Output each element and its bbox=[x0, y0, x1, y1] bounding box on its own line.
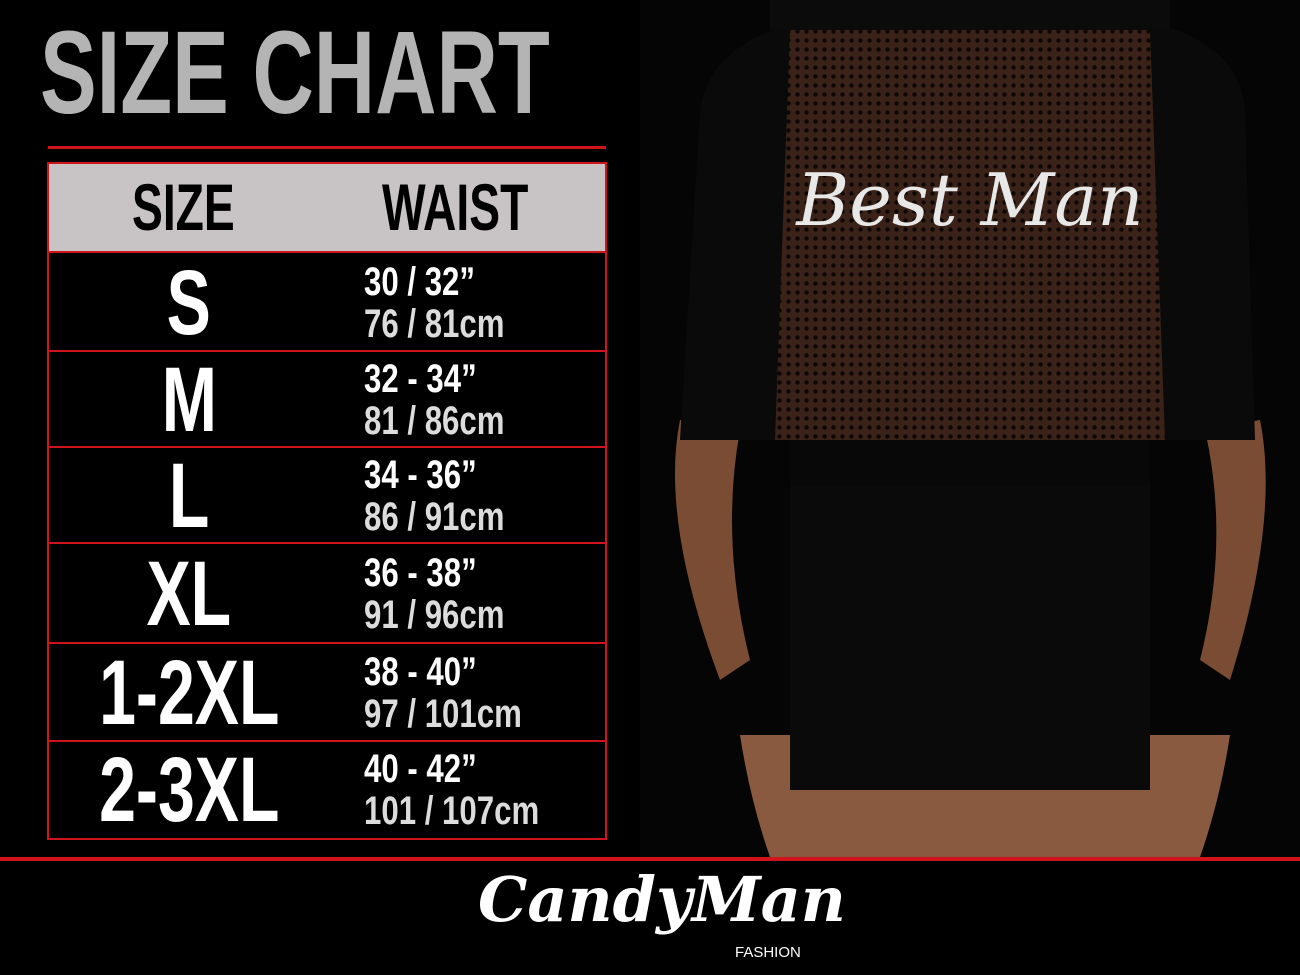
size-label: M bbox=[161, 349, 217, 451]
waist-value: 36 - 38” 91 / 96cm bbox=[364, 552, 544, 636]
waist-cm: 76 / 81cm bbox=[364, 301, 505, 346]
table-row: XL 36 - 38” 91 / 96cm bbox=[49, 544, 605, 644]
waist-inches: 36 - 38” bbox=[364, 551, 477, 595]
waist-value: 34 - 36” 86 / 91cm bbox=[364, 454, 544, 538]
waist-value: 40 - 42” 101 / 107cm bbox=[364, 748, 589, 832]
size-label: 2-3XL bbox=[98, 739, 280, 841]
waist-value: 32 - 34” 81 / 86cm bbox=[364, 358, 544, 442]
waist-cm: 101 / 107cm bbox=[364, 789, 540, 833]
header-size: SIZE bbox=[132, 170, 235, 244]
size-label: XL bbox=[146, 543, 232, 645]
size-label: L bbox=[168, 445, 210, 547]
brand-logo: CandyMan bbox=[478, 863, 846, 936]
waist-cm: 81 / 86cm bbox=[364, 399, 505, 443]
waist-value: 30 / 32” 76 / 81cm bbox=[364, 261, 544, 345]
page-title: SIZE CHART bbox=[40, 7, 550, 139]
table-row: S 30 / 32” 76 / 81cm bbox=[49, 251, 605, 354]
size-label: S bbox=[166, 251, 212, 354]
size-label: 1-2XL bbox=[98, 642, 280, 744]
header-waist: WAIST bbox=[382, 170, 529, 244]
product-photo: Best Man bbox=[640, 0, 1300, 857]
waist-cm: 91 / 96cm bbox=[364, 593, 505, 637]
size-table: SIZE WAIST S 30 / 32” 76 / 81cm M 32 - 3… bbox=[47, 162, 607, 840]
title-divider bbox=[48, 146, 606, 149]
brand-logo-sub: FASHION bbox=[735, 944, 801, 961]
waist-inches: 34 - 36” bbox=[364, 453, 477, 497]
table-row: L 34 - 36” 86 / 91cm bbox=[49, 445, 605, 547]
waist-value: 38 - 40” 97 / 101cm bbox=[364, 651, 566, 735]
product-print-text: Best Man bbox=[794, 158, 1143, 242]
table-header: SIZE WAIST bbox=[49, 164, 605, 253]
footer-divider bbox=[0, 857, 1300, 861]
waist-inches: 40 - 42” bbox=[364, 747, 477, 791]
table-row: 2-3XL 40 - 42” 101 / 107cm bbox=[49, 739, 605, 841]
waist-inches: 30 / 32” bbox=[364, 259, 476, 304]
table-row: 1-2XL 38 - 40” 97 / 101cm bbox=[49, 642, 605, 744]
waist-cm: 97 / 101cm bbox=[364, 692, 522, 736]
table-row: M 32 - 34” 81 / 86cm bbox=[49, 349, 605, 451]
waist-inches: 38 - 40” bbox=[364, 650, 477, 694]
waist-cm: 86 / 91cm bbox=[364, 495, 505, 539]
waist-inches: 32 - 34” bbox=[364, 357, 477, 401]
